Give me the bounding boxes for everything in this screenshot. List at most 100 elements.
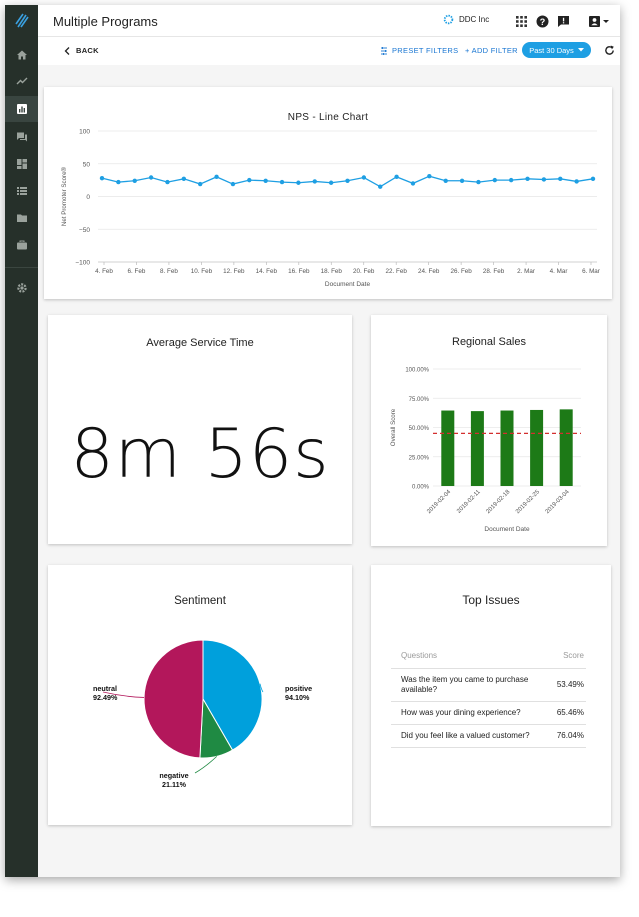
service-time-card: Average Service Time 8m 56s (48, 315, 352, 544)
nps-title: NPS - Line Chart (287, 112, 369, 123)
date-range-dropdown[interactable]: Past 30 Days (522, 42, 591, 58)
x-tick-label: 2019-02-25 (515, 489, 541, 515)
date-range-label: Past 30 Days (529, 45, 574, 55)
x-tick-label: 14. Feb (256, 268, 278, 275)
pie-label: positive (285, 684, 312, 693)
account-icon[interactable] (587, 13, 611, 29)
table-row[interactable]: Did you feel like a valued customer? 76.… (391, 724, 586, 748)
list-icon[interactable] (5, 178, 38, 204)
data-point (279, 179, 285, 185)
data-point (492, 177, 497, 183)
table-header-row: Questions Score (391, 651, 586, 669)
data-point (508, 177, 514, 183)
data-point (116, 179, 121, 185)
add-filter-button[interactable]: + ADD FILTER (465, 46, 518, 55)
data-point (263, 178, 268, 183)
y-tick-label: −100 (75, 260, 90, 267)
page-title: Multiple Programs (53, 14, 158, 29)
x-tick-label: 2019-02-11 (456, 489, 482, 515)
x-tick-label: 20. Feb (353, 268, 375, 275)
data-point (574, 179, 579, 184)
data-point (247, 177, 252, 183)
data-point (214, 174, 219, 180)
pie-slice-neutral (143, 639, 204, 759)
dashboard-icon[interactable] (5, 151, 38, 177)
score-cell: 53.49% (552, 668, 586, 702)
data-point (410, 181, 416, 186)
table-row[interactable]: How was your dining experience? 65.46% (391, 701, 586, 725)
filter-bar: BACK PRESET FILTERS + ADD FILTER Past 30… (38, 37, 620, 65)
data-point (296, 180, 301, 185)
score-cell: 65.46% (552, 701, 586, 725)
x-tick-label: 10. Feb (191, 268, 213, 275)
nps-line-chart: 100 50 0 −50 −100 4. Feb 6. Feb 8. Feb 10. Feb 12… (61, 129, 600, 289)
bar-chart-icon[interactable] (5, 96, 38, 122)
score-cell: 76.04% (552, 724, 586, 748)
chat-icon[interactable] (5, 124, 38, 150)
bar (470, 411, 484, 486)
top-issues-card: Top Issues Questions Score Was the item … (371, 565, 611, 826)
data-point (361, 175, 367, 180)
logo-icon[interactable] (5, 5, 38, 37)
refresh-icon[interactable] (601, 42, 617, 58)
x-tick-label: 28. Feb (483, 268, 505, 275)
x-axis-label: Document Date (325, 281, 371, 288)
data-point (132, 178, 137, 183)
home-icon[interactable] (5, 42, 38, 68)
briefcase-icon[interactable] (5, 232, 38, 258)
top-issues-table: Questions Score Was the item you came to… (391, 651, 586, 748)
pie-value-label: 92.49% (93, 693, 118, 702)
regional-bar-chart: 100.00% 75.00% 50.00% 25.00% 0.00% Overall Sc… (390, 368, 581, 533)
data-point (148, 175, 154, 180)
data-point (345, 178, 350, 183)
data-point (378, 184, 383, 189)
data-point (427, 173, 432, 179)
preset-filters-button[interactable]: PRESET FILTERS (380, 46, 458, 55)
back-label: BACK (76, 46, 99, 55)
data-point (198, 181, 203, 187)
pie-connector (102, 691, 145, 698)
trend-icon[interactable] (5, 68, 38, 94)
regional-sales-title: Regional Sales (452, 336, 526, 348)
pie-value-label: 94.10% (285, 693, 310, 702)
x-tick-label: 16. Feb (288, 268, 310, 275)
gear-icon[interactable] (5, 275, 38, 301)
folder-icon[interactable] (5, 205, 38, 231)
data-point (558, 176, 563, 182)
x-tick-label: 2019-03-04 (545, 489, 571, 515)
feedback-icon[interactable] (555, 13, 571, 29)
y-tick-label: 0 (86, 194, 90, 201)
svg-text:?: ? (539, 16, 545, 26)
data-point (590, 176, 596, 182)
org-selector[interactable]: DDC Inc (443, 14, 489, 25)
x-tick-label: 4. Mar (550, 268, 568, 275)
question-cell: Did you feel like a valued customer? (391, 724, 553, 748)
data-point (541, 177, 547, 182)
x-tick-label: 6. Feb (128, 268, 146, 275)
x-tick-label: 6. Mar (582, 268, 600, 275)
questions-header: Questions (391, 651, 553, 669)
table-row[interactable]: Was the item you came to purchase availa… (391, 668, 586, 702)
help-icon[interactable]: ? (534, 13, 550, 29)
x-tick-label: 2019-02-04 (426, 489, 452, 515)
bar (441, 410, 455, 486)
data-point (443, 178, 448, 183)
x-tick-label: 24. Feb (418, 268, 440, 275)
back-button[interactable]: BACK (64, 46, 99, 55)
bar (500, 410, 514, 486)
sentiment-title: Sentiment (174, 595, 226, 607)
sidebar (5, 5, 38, 877)
nps-card: NPS - Line Chart 100 50 0 −50 −100 4. Feb 6. F… (44, 87, 612, 299)
pie-label: negative (159, 771, 188, 780)
org-name: DDC Inc (459, 15, 490, 24)
y-tick-label: −50 (79, 227, 90, 234)
data-point (394, 174, 399, 180)
y-tick-label: 50 (83, 161, 91, 168)
pie-connector (259, 683, 264, 693)
apps-grid-icon[interactable] (513, 13, 529, 29)
question-cell: Was the item you came to purchase availa… (391, 668, 553, 702)
preset-filters-label: PRESET FILTERS (392, 46, 459, 55)
x-tick-label: 26. Feb (450, 268, 472, 275)
top-bar: Multiple Programs DDC Inc ? (38, 5, 620, 37)
app-window: Multiple Programs DDC Inc ? BACK PRESET … (5, 5, 620, 877)
